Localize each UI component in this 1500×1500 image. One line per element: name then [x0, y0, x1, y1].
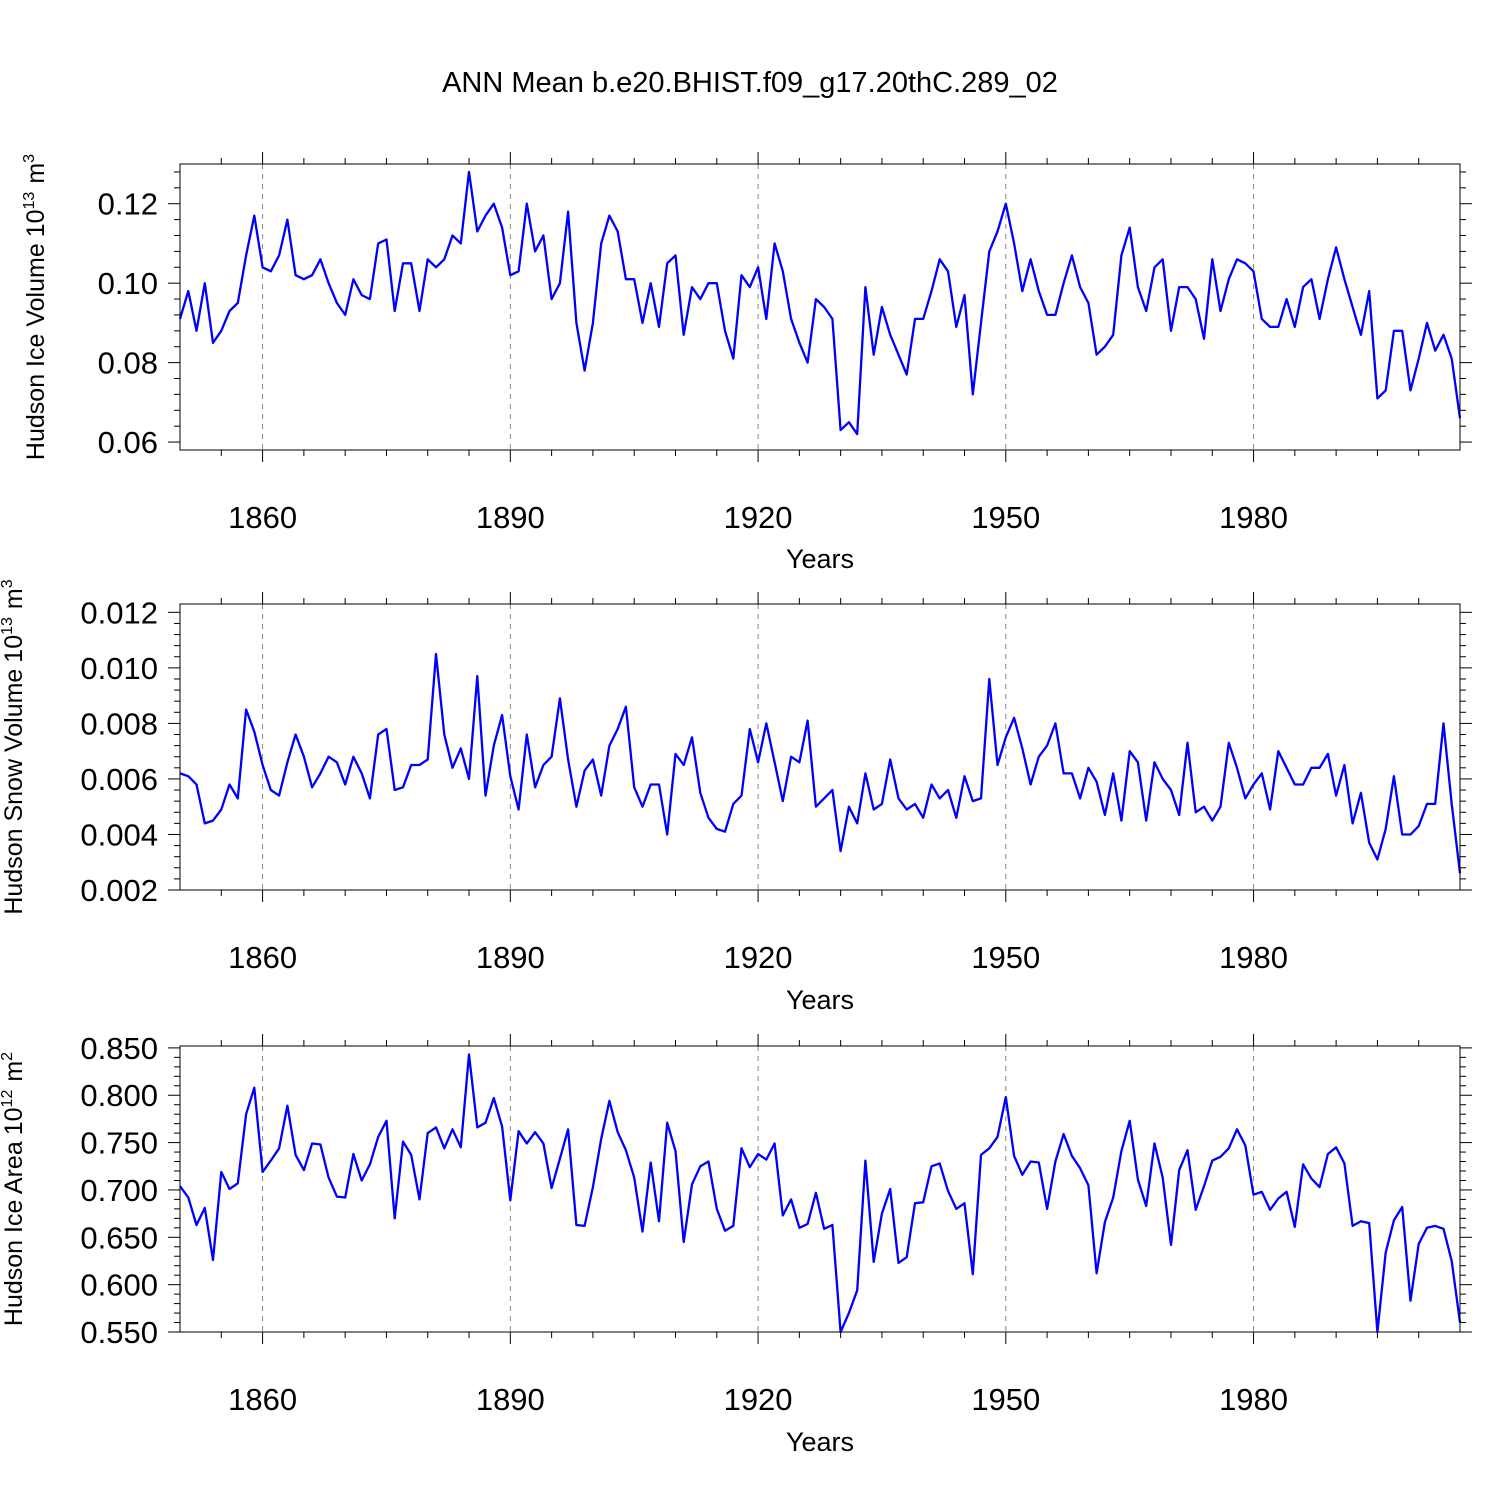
y-tick-label: 0.750 [80, 1126, 158, 1161]
x-axis-label: Years [786, 544, 854, 574]
y-tick-label: 0.800 [80, 1078, 158, 1113]
x-tick-label: 1980 [1219, 1382, 1288, 1417]
x-tick-label: 1920 [724, 1382, 793, 1417]
x-tick-label: 1980 [1219, 940, 1288, 975]
chart-panel-3: 1860 1890 1920 1950 1980 Years 0.550 0.600 0.650… [0, 1031, 1472, 1457]
y-tick-label: 0.850 [80, 1031, 158, 1066]
y-axis-label-unit: m [0, 588, 28, 609]
x-tick-label: 1980 [1219, 500, 1288, 535]
data-line [179, 1053, 1462, 1334]
x-tick-label: 1950 [971, 500, 1040, 535]
x-axis-label: Years [786, 1427, 854, 1457]
y-axis-label-unit-base: 10 [22, 209, 50, 237]
y-axis-label-unit-exponent: 3 [0, 579, 16, 588]
y-axis-label: Hudson Snow Volume 1013 m3 [0, 579, 28, 914]
y-tick-label: 0.650 [80, 1220, 158, 1255]
y-tick-label: 0.008 [80, 706, 158, 741]
y-tick-label: 0.002 [80, 873, 158, 908]
x-tick-label: 1890 [476, 500, 545, 535]
plot-frame [179, 163, 1461, 451]
y-tick-label: 0.600 [80, 1268, 158, 1303]
x-tick-label: 1860 [228, 500, 297, 535]
x-axis-label: Years [786, 985, 854, 1015]
y-axis-label-text: Hudson Ice Volume [22, 243, 50, 460]
y-axis-label-text: Hudson Ice Area [0, 1141, 28, 1326]
y-tick-label: 0.550 [80, 1315, 158, 1350]
y-axis-label-unit-exponent: 13 [0, 617, 16, 635]
plot-frame [179, 1045, 1461, 1333]
x-tick-label: 1920 [724, 940, 793, 975]
chart-panel-2: 1860 1890 1920 1950 1980 Years 0.002 0.004 0.006… [0, 579, 1472, 1015]
y-tick-label: 0.10 [98, 266, 158, 301]
y-tick-label: 0.006 [80, 762, 158, 797]
y-axis-label-unit-exponent: 12 [0, 1090, 16, 1108]
y-axis-label-unit: m [22, 163, 50, 184]
x-tick-label: 1890 [476, 940, 545, 975]
y-axis-label: Hudson Ice Volume 1013 m3 [21, 154, 50, 460]
x-tick-label: 1950 [971, 1382, 1040, 1417]
data-line [178, 170, 1462, 436]
y-tick-label: 0.004 [80, 817, 158, 852]
plot-frame [179, 603, 1461, 891]
x-tick-label: 1890 [476, 1382, 545, 1417]
y-axis-label-unit-exponent: 3 [21, 154, 38, 163]
data-line [179, 652, 1462, 874]
y-tick-label: 0.700 [80, 1173, 158, 1208]
y-tick-label: 0.012 [80, 595, 158, 630]
y-tick-label: 0.06 [98, 425, 158, 460]
y-tick-label: 0.12 [98, 187, 158, 222]
y-tick-label: 0.010 [80, 651, 158, 686]
y-axis-label-unit-base: 10 [0, 1107, 28, 1135]
y-axis-label: Hudson Ice Area 1012 m2 [0, 1052, 28, 1326]
y-tick-label: 0.08 [98, 346, 158, 381]
chart-panel-1: 1860 1890 1920 1950 1980 Years 0.06 0.08 0.10 0.1… [21, 152, 1472, 574]
x-tick-label: 1860 [228, 1382, 297, 1417]
y-axis-label-unit-exponent: 2 [0, 1052, 16, 1061]
y-axis-label-unit: m [0, 1061, 28, 1082]
x-tick-label: 1950 [971, 940, 1040, 975]
y-axis-label-unit-base: 10 [0, 635, 28, 663]
x-tick-label: 1920 [724, 500, 793, 535]
y-axis-label-text: Hudson Snow Volume [0, 669, 28, 915]
figure-title: ANN Mean b.e20.BHIST.f09_g17.20thC.289_0… [442, 67, 1058, 99]
x-tick-label: 1860 [228, 940, 297, 975]
y-axis-label-unit-exponent: 13 [21, 192, 38, 210]
